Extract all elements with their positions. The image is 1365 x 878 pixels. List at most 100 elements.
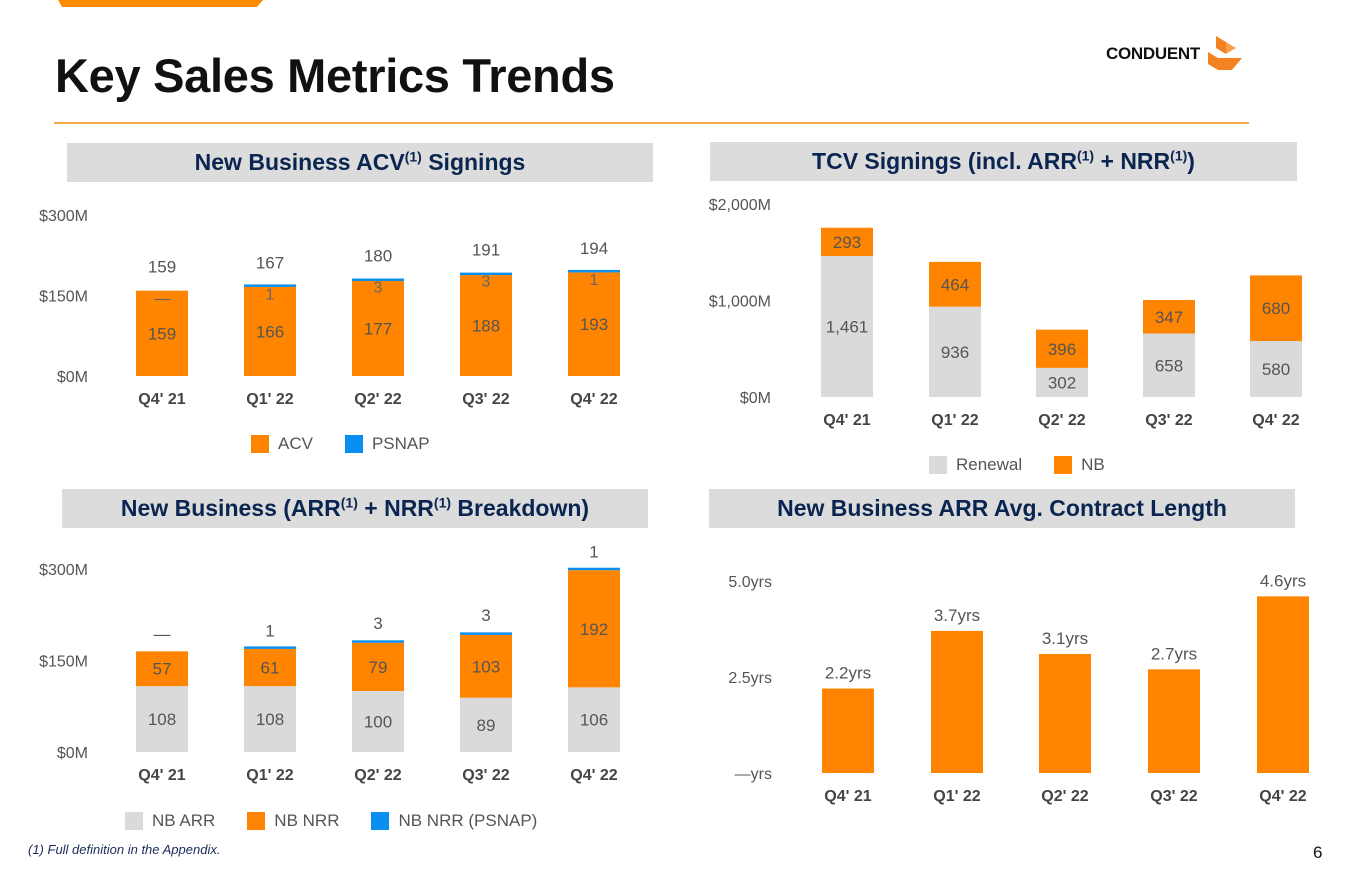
bar-segment (1257, 596, 1309, 773)
data-label: 61 (261, 659, 280, 678)
data-label: 188 (472, 317, 500, 336)
legend-item-acv: ACV (251, 434, 313, 454)
data-label: 3 (373, 614, 382, 633)
y-tick-label: $2,000M (709, 197, 771, 214)
data-label: 89 (477, 716, 496, 735)
x-tick-label: Q2' 22 (354, 767, 401, 784)
page-title: Key Sales Metrics Trends (55, 49, 615, 102)
bar-segment (821, 227, 873, 257)
data-label: 3 (374, 279, 383, 296)
bar-segment (136, 686, 188, 752)
total-label: 194 (580, 239, 608, 258)
bar-segment (568, 269, 620, 273)
bar-segment (352, 640, 404, 643)
bar-segment (244, 648, 296, 687)
bar-segment (929, 306, 981, 397)
legend-label: PSNAP (371, 434, 430, 453)
bar-segment (244, 284, 296, 287)
x-tick-label: Q3' 22 (1150, 788, 1197, 805)
x-tick-label: Q2' 22 (354, 391, 401, 408)
title-divider (54, 122, 1249, 124)
panel-header-tcv: TCV Signings (incl. ARR(1) + NRR(1)) (710, 142, 1297, 181)
footnote-marker: (1) (1076, 147, 1095, 164)
bar-segment (244, 686, 296, 752)
total-label: 191 (472, 240, 500, 259)
legend-item-renewal: Renewal (929, 455, 1022, 475)
x-tick-label: Q3' 22 (462, 767, 509, 784)
bar-segment (136, 651, 188, 687)
x-tick-label: Q2' 22 (1038, 412, 1085, 429)
bar-segment (136, 290, 188, 376)
legend-swatch (1054, 456, 1073, 474)
legend-swatch (929, 456, 947, 474)
bar-segment (821, 256, 873, 397)
legend-label: NB (1081, 455, 1105, 474)
data-label: 464 (941, 275, 969, 294)
y-tick-label: $0M (57, 745, 88, 762)
data-label: — (154, 624, 171, 643)
footnote-marker: (1) (433, 494, 452, 511)
y-tick-label: 5.0yrs (728, 574, 772, 591)
bar-segment (460, 634, 512, 698)
data-label: 658 (1155, 356, 1183, 375)
x-tick-label: Q4' 21 (824, 788, 871, 805)
footnote-marker: (1) (404, 148, 422, 165)
conduent-logo-icon (1207, 36, 1242, 70)
bar-segment (568, 570, 620, 688)
x-tick-label: Q4' 22 (570, 391, 617, 408)
data-label: 293 (833, 233, 861, 252)
legend-item-nb-arr: NB ARR (125, 811, 215, 831)
panel-title-text: Breakdown) (451, 495, 590, 521)
legend-swatch (344, 435, 363, 453)
y-tick-label: $150M (39, 289, 88, 306)
x-tick-label: Q1' 22 (246, 767, 293, 784)
legend-label: Renewal (956, 455, 1023, 474)
page-number: 6 (1313, 843, 1323, 862)
total-label: 159 (148, 258, 176, 277)
y-tick-label: $150M (39, 654, 88, 671)
data-label: 4.6yrs (1260, 571, 1306, 590)
data-label: 177 (364, 320, 392, 339)
bar-segment (931, 630, 983, 773)
y-tick-label: 2.5yrs (728, 670, 772, 687)
y-tick-label: —yrs (735, 766, 772, 783)
bar-segment (460, 275, 512, 376)
panel-title-text: ) (1187, 148, 1195, 174)
legend-swatch (251, 435, 269, 453)
company-logo: CONDUENT (1106, 34, 1244, 74)
legend-label: NB ARR (152, 811, 216, 830)
data-label: 159 (148, 324, 176, 343)
bar-segment (244, 646, 296, 649)
bar-segment (822, 688, 874, 773)
data-label: 108 (148, 710, 176, 729)
data-label: 57 (153, 660, 172, 679)
data-label: 396 (1048, 340, 1076, 359)
x-tick-label: Q4' 21 (823, 412, 870, 429)
legend-label: ACV (278, 434, 313, 453)
panel-title-text: + NRR (1094, 148, 1171, 174)
data-label: 2.7yrs (1151, 644, 1197, 663)
legend-acv: ACV PSNAP (251, 434, 462, 454)
legend-item-nb: NB (1054, 455, 1105, 475)
total-label: 180 (364, 246, 392, 265)
x-tick-label: Q4' 21 (138, 391, 185, 408)
bar-segment (1036, 329, 1088, 368)
footnote: (1) Full definition in the Appendix. (28, 842, 221, 857)
bar-segment (1250, 341, 1302, 397)
data-label: 936 (941, 343, 969, 362)
panel-title-text: New Business ARR Avg. Contract Length (777, 495, 1227, 521)
data-label: 193 (580, 315, 608, 334)
x-tick-label: Q1' 22 (246, 391, 293, 408)
footnote-marker: (1) (340, 494, 358, 511)
x-tick-label: Q3' 22 (1145, 412, 1192, 429)
y-tick-label: $0M (57, 369, 88, 386)
data-label: 1 (589, 543, 598, 562)
top-accent-bar (58, 0, 263, 7)
legend-swatch (371, 812, 390, 830)
data-label: 166 (256, 322, 284, 341)
x-tick-label: Q4' 22 (1252, 412, 1299, 429)
bar-segment (568, 272, 620, 376)
x-tick-label: Q1' 22 (931, 412, 978, 429)
panel-header-acv: New Business ACV(1) Signings (67, 143, 653, 182)
data-label: 3 (482, 273, 491, 290)
